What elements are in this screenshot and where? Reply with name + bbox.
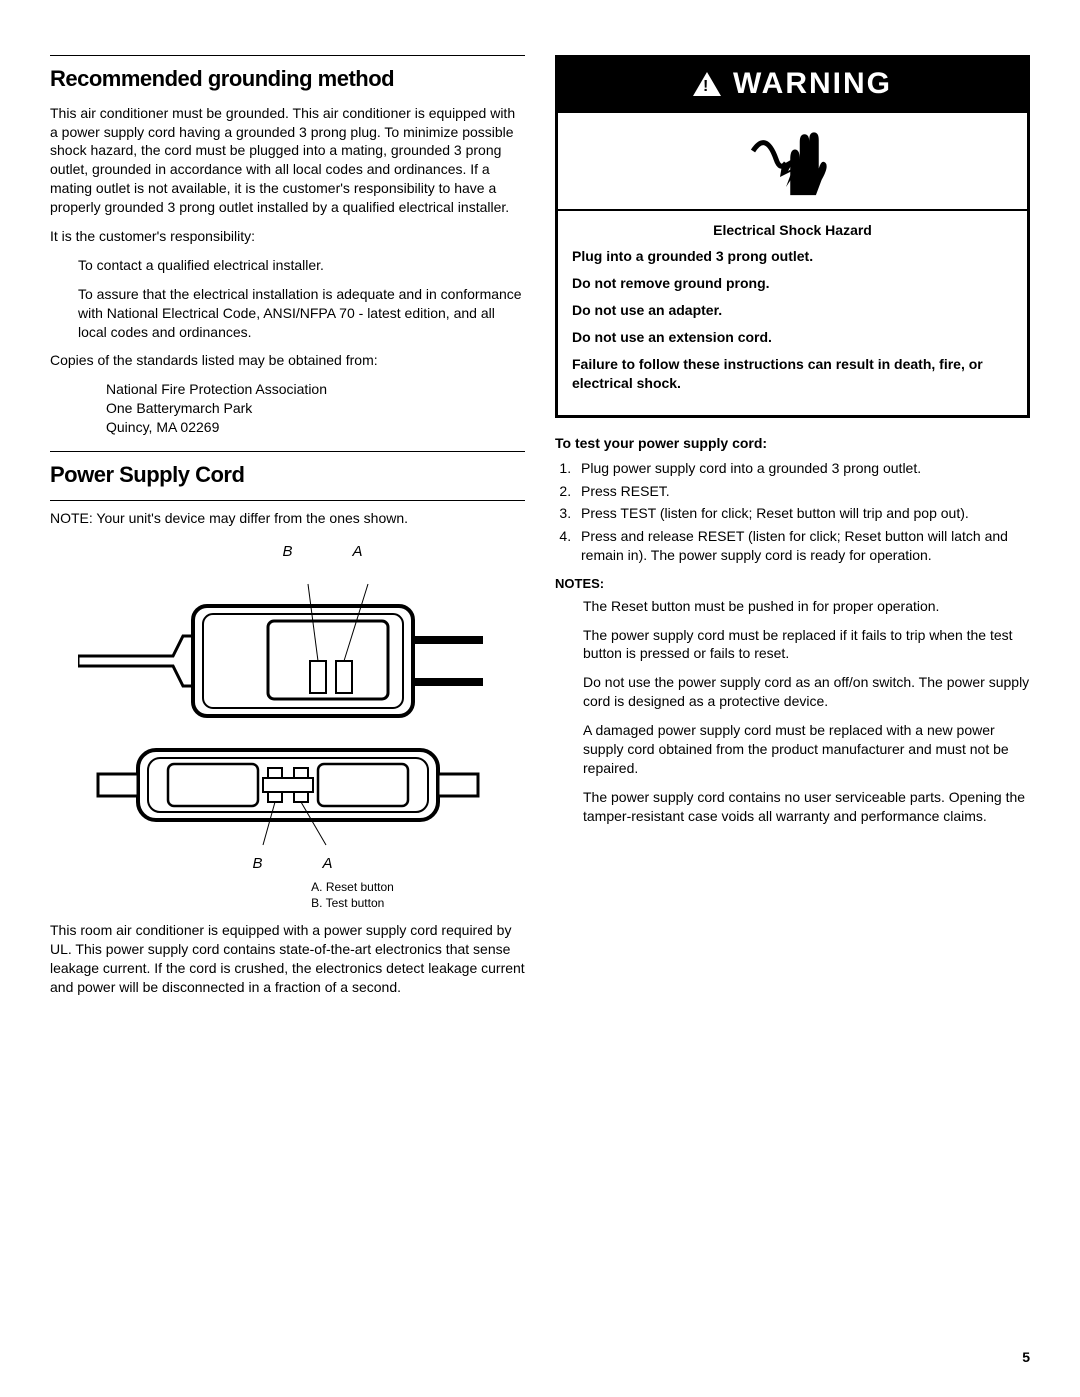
step-item: Press TEST (listen for click; Reset butt… (575, 504, 1030, 523)
warning-line: Electrical Shock Hazard (572, 221, 1013, 240)
plug-front-view-icon (78, 740, 498, 850)
divider (50, 500, 525, 501)
note-item: A damaged power supply cord must be repl… (555, 721, 1030, 778)
test-steps-list: Plug power supply cord into a grounded 3… (555, 459, 1030, 565)
warning-line: Do not use an adapter. (572, 301, 1013, 320)
list-item: To assure that the electrical installati… (50, 285, 525, 342)
plug-top-view-icon (78, 566, 498, 726)
shock-hand-icon (748, 121, 838, 201)
note-item: The Reset button must be pushed in for p… (555, 597, 1030, 616)
note-item: Do not use the power supply cord as an o… (555, 673, 1030, 711)
callout-a: A (323, 854, 333, 874)
warning-line: Do not remove ground prong. (572, 274, 1013, 293)
note-text: NOTE: Your unit's device may differ from… (50, 509, 525, 528)
legend-a: A. Reset button (311, 880, 394, 896)
notes-block: The Reset button must be pushed in for p… (555, 597, 1030, 826)
note-item: The power supply cord contains no user s… (555, 788, 1030, 826)
warning-box: WARNING Electrical Shock Hazard Plug int… (555, 55, 1030, 418)
notes-heading: NOTES: (555, 575, 1030, 593)
right-column: WARNING Electrical Shock Hazard Plug int… (555, 55, 1030, 1007)
heading-grounding: Recommended grounding method (50, 64, 525, 94)
callout-b: B (252, 854, 262, 874)
step-item: Press RESET. (575, 482, 1030, 501)
step-item: Plug power supply cord into a grounded 3… (575, 459, 1030, 478)
diagram-legend: A. Reset button B. Test button (311, 880, 394, 911)
warning-line: Plug into a grounded 3 prong outlet. (572, 247, 1013, 266)
list-item: To contact a qualified electrical instal… (50, 256, 525, 275)
legend-b: B. Test button (311, 896, 394, 912)
paragraph: It is the customer's responsibility: (50, 227, 525, 246)
address-block: National Fire Protection Association One… (50, 380, 525, 437)
address-line: Quincy, MA 02269 (106, 418, 525, 437)
warning-triangle-icon (693, 72, 721, 96)
divider (50, 55, 525, 56)
test-cord-heading: To test your power supply cord: (555, 434, 1030, 453)
diagram-callout-labels: B A (252, 854, 332, 874)
callout-a: A (353, 542, 363, 562)
warning-body: Electrical Shock Hazard Plug into a grou… (558, 211, 1027, 415)
paragraph: Copies of the standards listed may be ob… (50, 351, 525, 370)
warning-line: Failure to follow these instructions can… (572, 355, 1013, 393)
callout-b: B (282, 542, 292, 562)
paragraph: This air conditioner must be grounded. T… (50, 104, 525, 217)
warning-header: WARNING (558, 58, 1027, 113)
diagram-callout-labels: B A (282, 542, 362, 562)
left-column: Recommended grounding method This air co… (50, 55, 525, 1007)
page-number: 5 (1022, 1348, 1030, 1367)
warning-title: WARNING (733, 64, 892, 105)
step-item: Press and release RESET (listen for clic… (575, 527, 1030, 565)
power-cord-diagram-1: B A (50, 542, 525, 726)
two-column-layout: Recommended grounding method This air co… (50, 55, 1030, 1007)
address-line: One Batterymarch Park (106, 399, 525, 418)
heading-power-cord: Power Supply Cord (50, 460, 525, 490)
paragraph: This room air conditioner is equipped wi… (50, 921, 525, 997)
note-item: The power supply cord must be replaced i… (555, 626, 1030, 664)
divider (50, 451, 525, 452)
address-line: National Fire Protection Association (106, 380, 525, 399)
power-cord-diagram-2: B A A. Reset button B. Test button (50, 740, 525, 911)
warning-line: Do not use an extension cord. (572, 328, 1013, 347)
shock-hazard-icon-row (558, 113, 1027, 211)
